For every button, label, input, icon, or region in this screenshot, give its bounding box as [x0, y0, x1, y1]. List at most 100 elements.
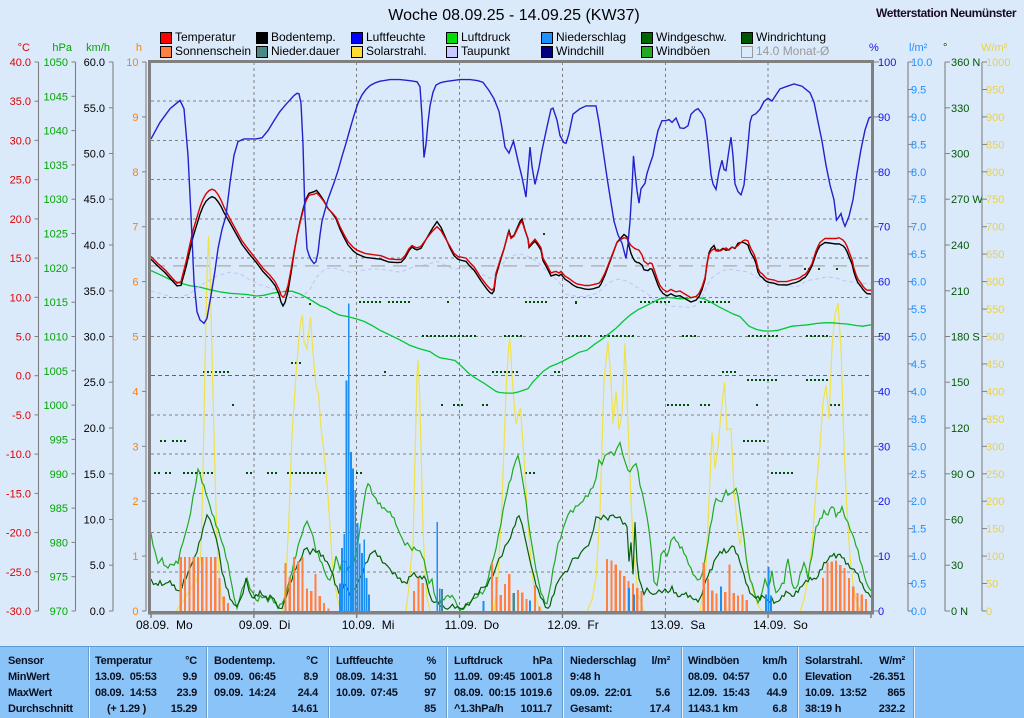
svg-text:5.0: 5.0: [90, 560, 105, 572]
svg-text:-30.0: -30.0: [6, 606, 31, 618]
svg-text:1015: 1015: [44, 297, 68, 309]
svg-text:1000: 1000: [986, 57, 1010, 69]
svg-text:650: 650: [986, 249, 1004, 261]
svg-text:330: 330: [951, 103, 969, 115]
svg-text:970: 970: [50, 606, 68, 618]
svg-text:700: 700: [986, 222, 1004, 234]
svg-text:°: °: [943, 42, 947, 54]
svg-text:0: 0: [878, 606, 884, 618]
svg-text:240: 240: [951, 240, 969, 252]
svg-text:1.5: 1.5: [911, 524, 926, 536]
svg-text:20.0: 20.0: [10, 214, 31, 226]
svg-text:l/m²: l/m²: [909, 42, 928, 54]
svg-text:60.0: 60.0: [84, 57, 105, 69]
svg-text:45.0: 45.0: [84, 194, 105, 206]
svg-text:1020: 1020: [44, 263, 68, 275]
svg-text:hPa: hPa: [52, 42, 72, 54]
svg-text:250: 250: [986, 469, 1004, 481]
svg-text:2: 2: [132, 496, 138, 508]
svg-text:25.0: 25.0: [84, 377, 105, 389]
svg-text:1035: 1035: [44, 160, 68, 172]
svg-text:9: 9: [132, 112, 138, 124]
svg-text:4: 4: [132, 386, 138, 398]
svg-text:150: 150: [986, 524, 1004, 536]
svg-text:13.09. Sa: 13.09. Sa: [650, 618, 705, 632]
svg-text:40.0: 40.0: [10, 57, 31, 69]
svg-text:975: 975: [50, 572, 68, 584]
svg-text:350: 350: [986, 414, 1004, 426]
svg-text:2.0: 2.0: [911, 496, 926, 508]
svg-text:300: 300: [951, 149, 969, 161]
svg-text:990: 990: [50, 469, 68, 481]
svg-text:60: 60: [951, 515, 963, 527]
svg-text:6.0: 6.0: [911, 277, 926, 289]
svg-text:0.5: 0.5: [911, 579, 926, 591]
svg-text:40: 40: [878, 386, 890, 398]
svg-text:-15.0: -15.0: [6, 488, 31, 500]
svg-text:0.0: 0.0: [911, 606, 926, 618]
svg-text:5.0: 5.0: [911, 332, 926, 344]
svg-text:40.0: 40.0: [84, 240, 105, 252]
svg-text:150: 150: [951, 377, 969, 389]
svg-text:°C: °C: [18, 42, 30, 54]
svg-text:90 O: 90 O: [951, 469, 975, 481]
svg-text:5: 5: [132, 332, 138, 344]
svg-text:%: %: [869, 42, 879, 54]
svg-text:1: 1: [132, 551, 138, 563]
svg-text:30.0: 30.0: [10, 135, 31, 147]
svg-text:4.0: 4.0: [911, 386, 926, 398]
svg-text:2.5: 2.5: [911, 469, 926, 481]
svg-text:800: 800: [986, 167, 1004, 179]
svg-text:180 S: 180 S: [951, 332, 980, 344]
svg-text:850: 850: [986, 139, 1004, 151]
svg-text:7: 7: [132, 222, 138, 234]
svg-text:1.0: 1.0: [911, 551, 926, 563]
svg-text:30.0: 30.0: [84, 332, 105, 344]
svg-text:30: 30: [878, 441, 890, 453]
svg-text:50.0: 50.0: [84, 149, 105, 161]
svg-text:0: 0: [986, 606, 992, 618]
svg-text:10.0: 10.0: [911, 57, 932, 69]
svg-text:500: 500: [986, 332, 1004, 344]
svg-text:35.0: 35.0: [84, 286, 105, 298]
svg-text:20.0: 20.0: [84, 423, 105, 435]
svg-text:120: 120: [951, 423, 969, 435]
svg-text:1005: 1005: [44, 366, 68, 378]
svg-text:3.0: 3.0: [911, 441, 926, 453]
svg-text:1010: 1010: [44, 332, 68, 344]
svg-text:0: 0: [132, 606, 138, 618]
svg-text:8: 8: [132, 167, 138, 179]
svg-text:10.0: 10.0: [10, 292, 31, 304]
svg-text:15.0: 15.0: [10, 253, 31, 265]
svg-text:15.0: 15.0: [84, 469, 105, 481]
svg-text:-10.0: -10.0: [6, 449, 31, 461]
svg-text:10.0: 10.0: [84, 515, 105, 527]
svg-text:50: 50: [878, 332, 890, 344]
svg-text:10.09. Mi: 10.09. Mi: [342, 618, 395, 632]
svg-text:60: 60: [878, 277, 890, 289]
svg-text:3: 3: [132, 441, 138, 453]
svg-text:100: 100: [986, 551, 1004, 563]
svg-text:1030: 1030: [44, 194, 68, 206]
svg-text:3.5: 3.5: [911, 414, 926, 426]
svg-text:8.5: 8.5: [911, 139, 926, 151]
svg-text:14.09. So: 14.09. So: [753, 618, 808, 632]
svg-text:0.0: 0.0: [16, 371, 31, 383]
svg-text:50: 50: [986, 579, 998, 591]
svg-text:995: 995: [50, 434, 68, 446]
svg-text:5.5: 5.5: [911, 304, 926, 316]
svg-text:210: 210: [951, 286, 969, 298]
svg-text:900: 900: [986, 112, 1004, 124]
svg-text:985: 985: [50, 503, 68, 515]
svg-text:360 N: 360 N: [951, 57, 980, 69]
svg-text:90: 90: [878, 112, 890, 124]
svg-text:600: 600: [986, 277, 1004, 289]
svg-text:55.0: 55.0: [84, 103, 105, 115]
svg-text:h: h: [136, 42, 142, 54]
svg-text:950: 950: [986, 85, 1004, 97]
svg-text:8.0: 8.0: [911, 167, 926, 179]
svg-text:100: 100: [878, 57, 896, 69]
svg-text:270 W: 270 W: [951, 194, 983, 206]
svg-text:W/m²: W/m²: [981, 42, 1008, 54]
svg-text:6.5: 6.5: [911, 249, 926, 261]
